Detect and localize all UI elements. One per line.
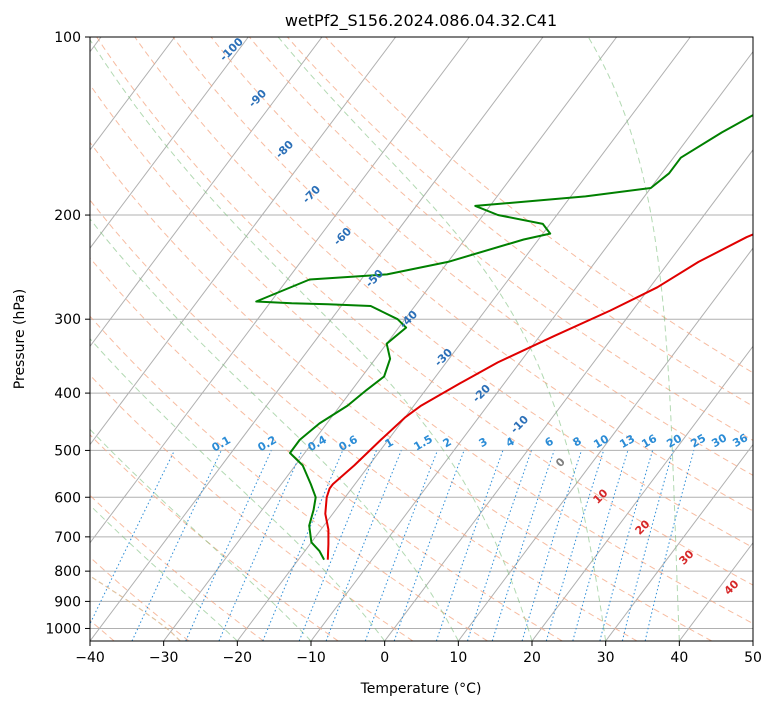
mixing-ratio-line — [491, 450, 555, 641]
y-tick-label: 900 — [54, 594, 81, 610]
mixing-ratio-line — [621, 450, 674, 641]
dry-adiabat — [90, 199, 638, 641]
dry-adiabat — [325, 37, 753, 374]
dry-adiabat — [90, 141, 712, 641]
dry-adiabat — [172, 37, 753, 512]
isotherm--70 — [90, 37, 323, 348]
x-tick-label: 10 — [449, 650, 467, 666]
x-tick-label: −40 — [75, 650, 105, 666]
plot-area — [90, 37, 753, 641]
moist-adiabat — [587, 37, 680, 641]
dry-adiabat — [96, 37, 753, 586]
y-tick-label: 100 — [54, 30, 81, 46]
sounding-traces — [255, 114, 753, 561]
isotherm--30 — [163, 37, 618, 641]
y-tick-label: 200 — [54, 208, 81, 224]
moist-adiabat — [90, 38, 533, 641]
y-tick-label: 700 — [54, 530, 81, 546]
isotherm-10 — [457, 247, 753, 641]
y-tick-label: 1000 — [45, 621, 81, 637]
y-tick-label: 600 — [54, 490, 81, 506]
plot-frame — [89, 36, 754, 642]
dry-adiabat — [90, 257, 563, 641]
x-tick-label: 40 — [670, 650, 688, 666]
mixing-ratio-line — [435, 450, 504, 641]
mixing-ratio-line — [218, 450, 303, 641]
mixing-ratio-line — [545, 450, 605, 641]
isotherm--50 — [90, 37, 470, 544]
x-tick-label: −30 — [149, 650, 179, 666]
mixing-ratio-line — [521, 450, 582, 641]
mixing-ratio-line — [131, 450, 222, 641]
moist-adiabat — [277, 37, 607, 641]
temperature-trace — [324, 233, 753, 560]
dry-adiabat — [134, 37, 753, 549]
isotherm-20 — [531, 345, 753, 641]
isotherm--90 — [90, 37, 176, 151]
chart-title: wetPf2_S156.2024.086.04.32.C41 — [285, 11, 557, 31]
isotherm--20 — [236, 37, 691, 641]
mixing-ratio-line — [467, 450, 532, 641]
isotherm--40 — [90, 37, 544, 641]
dry-adiabat — [90, 374, 414, 641]
moist-adiabat — [90, 218, 459, 641]
isotherm-0 — [384, 149, 753, 641]
dry-adiabat — [90, 315, 488, 641]
x-tick-label: −10 — [296, 650, 326, 666]
dry-adiabat — [248, 37, 753, 442]
isotherm--80 — [90, 37, 249, 249]
y-tick-label: 800 — [54, 564, 81, 580]
mixing-ratio-line — [572, 450, 629, 641]
mixing-ratio-line — [262, 450, 344, 641]
y-tick-label: 300 — [54, 312, 81, 328]
dry-adiabat — [90, 83, 753, 625]
moist-adiabat — [90, 504, 238, 641]
y-tick-label: 500 — [54, 443, 81, 459]
isotherm-30 — [605, 443, 753, 641]
x-tick-label: 50 — [744, 650, 762, 666]
x-tick-label: −20 — [223, 650, 253, 666]
moist-adiabat — [90, 428, 312, 641]
mixing-ratio-line — [644, 450, 695, 641]
x-tick-label: 20 — [523, 650, 541, 666]
x-tick-label: 30 — [597, 650, 615, 666]
x-axis-label: Temperature (°C) — [360, 681, 482, 697]
dewpoint-trace — [255, 114, 753, 561]
y-tick-label: 400 — [54, 386, 81, 402]
isotherm--60 — [90, 37, 397, 446]
dry-adiabat — [90, 494, 264, 641]
mixing-ratio-line — [599, 450, 654, 641]
mixing-ratio-line — [90, 450, 175, 625]
mixing-ratio-line — [185, 450, 272, 641]
y-axis-label: Pressure (hPa) — [12, 289, 28, 389]
moist-adiabat — [90, 338, 386, 641]
dry-adiabat — [287, 37, 753, 407]
isotherm--10 — [310, 50, 753, 641]
mixing-ratio-line — [393, 450, 465, 641]
x-tick-label: 0 — [380, 650, 389, 666]
